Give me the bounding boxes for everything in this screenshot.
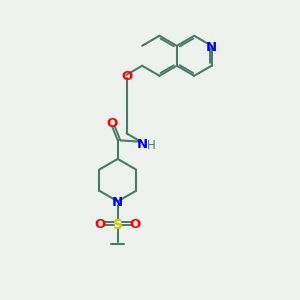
Text: S: S [113,218,123,232]
Text: N: N [112,196,123,209]
Text: O: O [106,117,117,130]
Text: H: H [147,139,155,152]
Text: O: O [94,218,106,231]
Text: N: N [137,138,148,151]
Text: O: O [121,70,132,83]
Text: N: N [206,41,217,54]
Text: O: O [130,218,141,231]
